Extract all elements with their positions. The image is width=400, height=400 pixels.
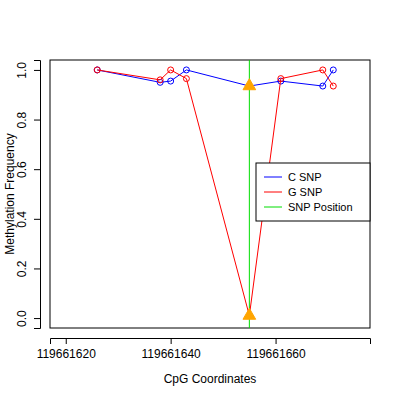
y-tick-mark [34,70,40,71]
y-tick: 0.4 [15,211,40,228]
y-tick-label: 1.0 [15,62,29,79]
y-tick-mark [34,169,40,170]
y-tick-mark [34,120,40,121]
y-tick-label: 0.0 [15,310,29,327]
x-tick-label: 119661620 [37,347,97,361]
point [168,78,174,84]
legend-box [256,163,370,221]
y-axis-line [34,61,41,329]
x-tick-mark [171,338,172,344]
x-axis-title: CpG Coordinates [164,372,257,386]
point [94,67,100,73]
x-tick-label: 119661660 [246,347,306,361]
point [183,76,189,82]
y-tick-mark [34,268,40,269]
point [183,67,189,73]
legend-swatch [264,177,282,178]
y-axis: 0.0 0.2 0.4 0.6 0.8 1.0 [15,61,41,329]
legend-label: C SNP [288,171,322,183]
y-tick: 0.8 [15,111,40,128]
legend-swatch [264,207,282,208]
y-tick-label: 0.8 [15,111,29,128]
series-line [97,70,333,86]
x-axis-line [51,339,371,345]
y-tick: 0.6 [15,161,40,178]
point [168,67,174,73]
legend-label: G SNP [288,186,322,198]
y-tick-label: 0.6 [15,161,29,178]
x-tick: 119661640 [142,338,202,361]
x-tick-mark [276,338,277,344]
series-line [97,70,333,316]
y-tick: 0.2 [15,260,40,277]
x-tick-mark [66,338,67,344]
chart: 1196616201196616401196616600.00.20.40.60… [0,0,400,400]
legend-label: SNP Position [288,201,353,213]
y-tick-label: 0.4 [15,211,29,228]
x-tick-label: 119661640 [142,347,202,361]
plot-frame [50,60,370,328]
x-tick: 119661660 [246,338,306,361]
point [320,83,326,89]
plot-marks [94,60,336,328]
x-tick: 119661620 [37,338,97,361]
snp-position-line [249,60,250,328]
y-axis-title: Methylation Frequency [3,133,17,254]
y-tick-label: 0.2 [15,260,29,277]
x-axis: 119661620 119661640 119661660 [37,338,371,361]
legend-swatch [264,192,282,193]
point [330,67,336,73]
y-tick-mark [34,219,40,220]
legend: C SNP G SNP SNP Position [256,163,370,221]
y-tick-mark [34,318,40,319]
point [320,67,326,73]
y-tick: 0.0 [15,310,40,327]
point [330,83,336,89]
point [278,76,284,82]
point [157,77,163,83]
snp-point [243,308,256,319]
y-tick: 1.0 [15,62,40,79]
snp-point [243,79,256,90]
